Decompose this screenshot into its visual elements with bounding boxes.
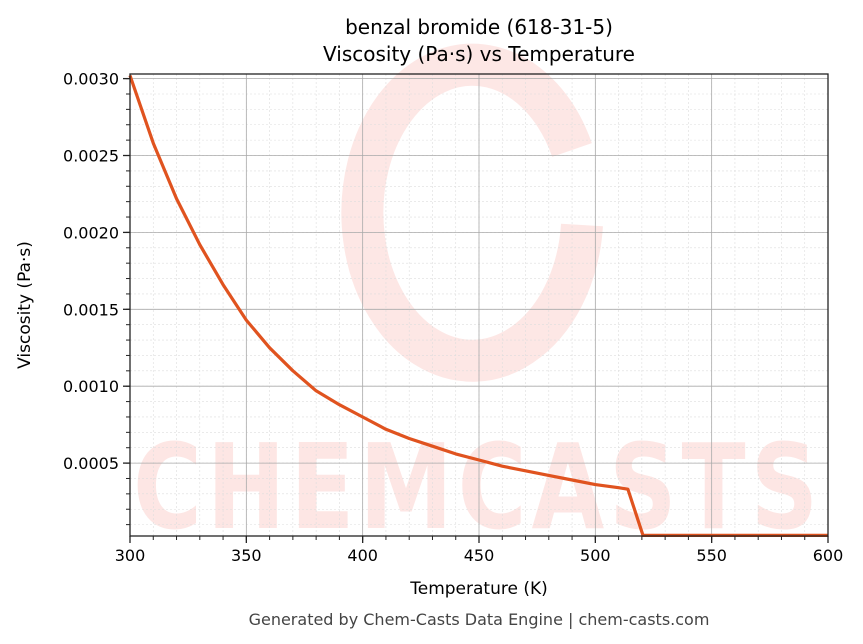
x-tick-label: 500 bbox=[580, 546, 611, 565]
x-axis-label: Temperature (K) bbox=[409, 579, 548, 599]
watermark-ring bbox=[341, 43, 603, 382]
y-tick-label: 0.0005 bbox=[63, 454, 119, 473]
watermark: CHEMCASTS bbox=[133, 43, 823, 556]
footer-text: Generated by Chem-Casts Data Engine | ch… bbox=[249, 610, 710, 629]
chart-subtitle: Viscosity (Pa·s) vs Temperature bbox=[323, 42, 635, 66]
x-tick-label: 350 bbox=[231, 546, 262, 565]
x-tick-label: 300 bbox=[115, 546, 146, 565]
ticks: 300 350 400 450 500 550 600 0.0005 0.0010 0.0015 0… bbox=[63, 70, 843, 565]
y-tick-label: 0.0030 bbox=[63, 70, 119, 89]
chart-title: benzal bromide (618-31-5) bbox=[345, 15, 613, 39]
x-tick-label: 600 bbox=[813, 546, 844, 565]
y-axis-label: Viscosity (Pa·s) bbox=[15, 241, 35, 369]
y-tick-label: 0.0020 bbox=[63, 223, 119, 242]
y-tick-label: 0.0025 bbox=[63, 147, 119, 166]
x-tick-label: 450 bbox=[464, 546, 495, 565]
x-tick-label: 400 bbox=[347, 546, 378, 565]
x-tick-label: 550 bbox=[696, 546, 727, 565]
y-tick-label: 0.0010 bbox=[63, 377, 119, 396]
watermark-text: CHEMCASTS bbox=[133, 418, 823, 556]
y-tick-label: 0.0015 bbox=[63, 300, 119, 319]
